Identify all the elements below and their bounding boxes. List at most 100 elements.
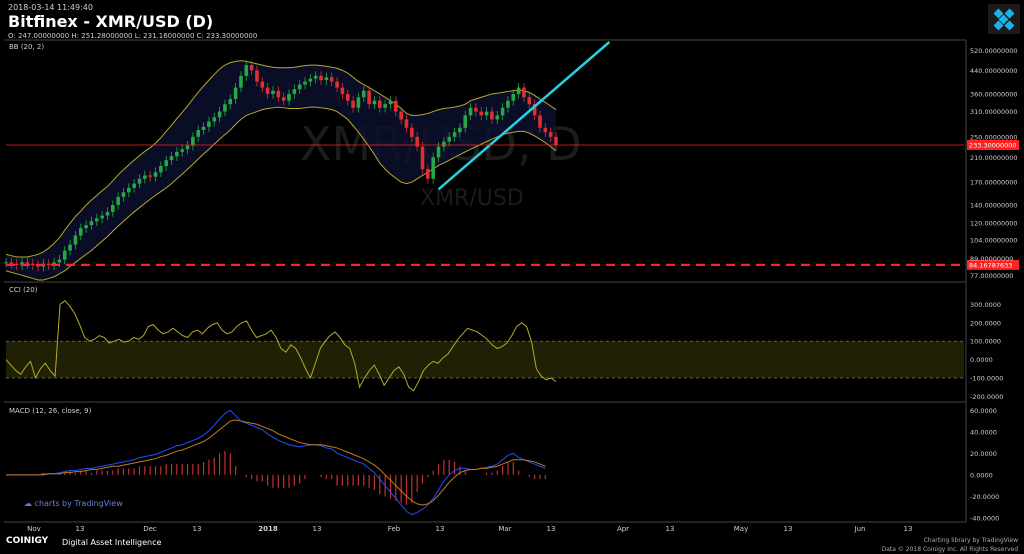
- tradingview-cloud-icon: ☁: [24, 499, 35, 508]
- time-tick-label: 13: [904, 525, 913, 533]
- candle-body: [484, 111, 489, 116]
- price-tick-label: 104.00000000: [970, 236, 1018, 244]
- candle-body: [538, 115, 542, 128]
- candle-body: [20, 262, 24, 266]
- candle-body: [292, 89, 297, 94]
- candles: [4, 41, 611, 272]
- candle-body: [420, 146, 425, 170]
- bb-lower-line: [5, 106, 557, 281]
- cci-line: [5, 300, 964, 392]
- price-tick-label: 310.00000000: [970, 108, 1018, 116]
- coinigy-logo-icon: [988, 4, 1020, 34]
- panel-frames: [4, 39, 967, 523]
- watermark-sub: XMR/USD: [420, 186, 524, 211]
- support-tag: [967, 259, 1019, 270]
- candle-body: [196, 129, 201, 137]
- candle-body: [223, 104, 227, 112]
- candle-body: [14, 263, 19, 266]
- candle-body: [110, 205, 115, 212]
- candle-body: [543, 127, 548, 133]
- candle-body: [271, 90, 275, 94]
- last-price-tag: [967, 139, 1019, 150]
- cci-tick-label: 100.0000: [970, 338, 1001, 346]
- time-tick-label: May: [734, 525, 748, 533]
- candle-body: [463, 115, 468, 128]
- candle-body: [30, 263, 35, 266]
- candle-body: [548, 132, 553, 137]
- time-tick-label: 13: [313, 525, 322, 533]
- candle-body: [361, 90, 366, 98]
- cci-axis: 300.0000 200.0000 100.0000 0.0000 -100.0000 -…: [970, 301, 1003, 401]
- footer-credits: Charting library by TradingView Data © 2…: [882, 536, 1018, 554]
- time-tick-label: Dec: [143, 525, 157, 533]
- candle-body: [340, 87, 345, 94]
- candle-body: [554, 136, 558, 146]
- copyright: Data © 2018 Coinigy Inc. All Rights Rese…: [881, 546, 1018, 553]
- candle-body: [281, 97, 286, 101]
- candle-body: [324, 77, 329, 81]
- candle-body: [287, 93, 291, 101]
- macd-panel-label: MACD (12, 26, close, 9): [9, 407, 92, 415]
- macd-axis: 60.0000 40.0000 20.0000 0.0000 -20.0000 -40.0…: [970, 407, 999, 523]
- price-tick-label: 120.00000000: [970, 220, 1018, 228]
- cci-path: [5, 300, 557, 392]
- candle-body: [351, 100, 355, 108]
- cci-tick-label: -100.0000: [970, 374, 1003, 382]
- candle-body: [153, 172, 158, 177]
- candle-body: [516, 87, 521, 94]
- candle-body: [201, 126, 206, 130]
- macd-line: [6, 409, 546, 516]
- candle-body: [500, 107, 505, 116]
- candle-body: [94, 218, 99, 222]
- bb-upper-line: [5, 60, 557, 258]
- candle-body: [442, 141, 446, 147]
- candle-body: [233, 87, 238, 99]
- candle-body: [78, 228, 83, 236]
- price-tick-label: 77.00000000: [970, 272, 1013, 280]
- tradingview-watermark[interactable]: ☁ charts by TradingView: [24, 499, 123, 508]
- coinigy-brand: COINIGY: [6, 536, 49, 546]
- candle-body: [506, 100, 510, 108]
- candle-body: [383, 104, 387, 108]
- candle-body: [255, 70, 259, 82]
- candle-body: [372, 100, 377, 105]
- candle-body: [148, 175, 152, 177]
- cci-panel: CCI (20) 300.0000 200.0000 100.0000 0.0000 -…: [5, 286, 1003, 401]
- cci-tick-label: -200.0000: [970, 393, 1003, 401]
- cci-band: [6, 341, 964, 378]
- candle-body: [143, 175, 147, 179]
- candle-body: [527, 97, 532, 105]
- candle-body: [180, 149, 185, 152]
- candle-body: [164, 160, 168, 167]
- candle-body: [191, 136, 195, 146]
- candle-body: [367, 90, 371, 105]
- time-tick-label: 13: [436, 525, 445, 533]
- macd-tick-label: 60.0000: [970, 407, 997, 415]
- bollinger-bands: [5, 60, 557, 281]
- candle-body: [399, 111, 403, 120]
- time-tick-label: 13: [76, 525, 85, 533]
- candle-body: [62, 250, 67, 260]
- candle-body: [394, 100, 398, 112]
- candle-body: [532, 104, 537, 116]
- bb-panel-label: BB (20, 2): [9, 43, 44, 51]
- candle-body: [159, 166, 163, 173]
- candle-body: [436, 146, 441, 158]
- candle-body: [68, 244, 72, 251]
- candle-body: [426, 169, 430, 179]
- candle-body: [137, 178, 142, 184]
- candle-body: [57, 259, 62, 263]
- candle-body: [345, 93, 350, 101]
- time-tick-label: Jun: [854, 525, 866, 533]
- cci-panel-label: CCI (20): [9, 286, 38, 294]
- charting-library-credit: Charting library by TradingView: [923, 537, 1018, 544]
- chart-title: Bitfinex - XMR/USD (D): [8, 12, 214, 31]
- candle-body: [388, 100, 393, 105]
- candle-body: [313, 75, 318, 79]
- time-tick-label: Feb: [388, 525, 401, 533]
- candle-body: [185, 145, 190, 150]
- candle-body: [260, 81, 265, 88]
- candle-body: [297, 84, 302, 90]
- candle-body: [276, 90, 281, 98]
